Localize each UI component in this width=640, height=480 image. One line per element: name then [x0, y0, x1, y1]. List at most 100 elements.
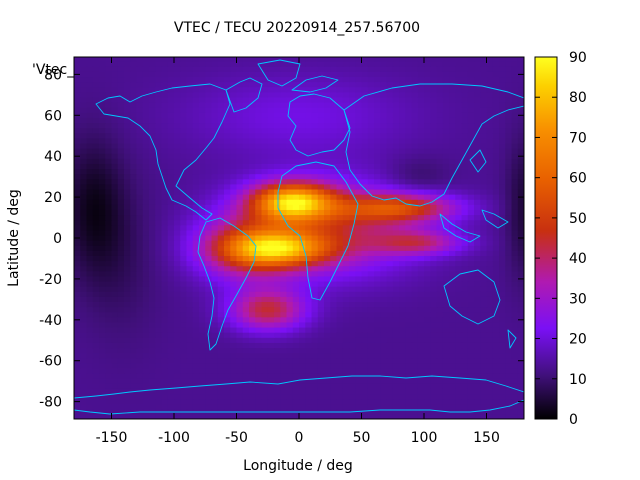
heatmap-cell	[205, 234, 213, 241]
heatmap-cell	[517, 250, 524, 256]
heatmap-cell	[317, 362, 325, 369]
heatmap-cell	[192, 316, 200, 323]
heatmap-cell	[411, 306, 419, 313]
heatmap-cell	[224, 173, 231, 180]
heatmap-cell	[492, 398, 500, 405]
heatmap-cell	[336, 332, 344, 338]
heatmap-cell	[361, 163, 369, 170]
heatmap-cell	[380, 260, 388, 267]
heatmap-cell	[124, 137, 131, 144]
heatmap-cell	[442, 342, 450, 349]
heatmap-cell	[236, 413, 244, 419]
heatmap-cell	[330, 275, 338, 282]
heatmap-cell	[224, 194, 231, 200]
heatmap-cell	[130, 393, 138, 400]
heatmap-cell	[355, 163, 363, 170]
heatmap-cell	[217, 66, 225, 72]
heatmap-cell	[211, 66, 219, 72]
heatmap-cell	[130, 388, 138, 395]
heatmap-cell	[417, 132, 425, 139]
heatmap-cell	[367, 66, 375, 72]
heatmap-cell	[211, 337, 219, 343]
heatmap-cell	[380, 362, 388, 369]
heatmap-cell	[349, 132, 356, 139]
heatmap-cell	[374, 71, 381, 78]
heatmap-cell	[399, 383, 406, 389]
heatmap-cell	[105, 280, 113, 287]
heatmap-cell	[261, 199, 269, 205]
heatmap-cell	[99, 413, 106, 419]
heatmap-cell	[292, 250, 300, 256]
heatmap-cell	[105, 311, 113, 318]
heatmap-cell	[174, 383, 181, 389]
heatmap-cell	[149, 291, 156, 297]
heatmap-cell	[174, 148, 181, 154]
heatmap-cell	[230, 122, 238, 129]
heatmap-cell	[74, 158, 81, 164]
heatmap-cell	[199, 240, 206, 246]
heatmap-cell	[417, 260, 425, 267]
heatmap-cell	[486, 117, 494, 124]
heatmap-cell	[80, 316, 88, 323]
heatmap-cell	[142, 337, 150, 343]
heatmap-cell	[505, 362, 513, 369]
heatmap-cell	[330, 188, 338, 195]
heatmap-cell	[74, 260, 81, 267]
heatmap-cell	[367, 255, 375, 262]
heatmap-cell	[142, 137, 150, 144]
heatmap-cell	[142, 255, 150, 262]
heatmap-cell	[342, 173, 350, 180]
heatmap-cell	[99, 209, 106, 216]
heatmap-cell	[330, 342, 338, 349]
heatmap-cell	[186, 214, 194, 221]
heatmap-cell	[305, 234, 313, 241]
heatmap-cell	[386, 163, 394, 170]
heatmap-cell	[299, 403, 306, 410]
heatmap-cell	[80, 326, 88, 333]
heatmap-cell	[417, 326, 425, 333]
heatmap-cell	[517, 199, 524, 205]
heatmap-cell	[136, 61, 144, 67]
heatmap-cell	[255, 332, 263, 338]
heatmap-cell	[105, 96, 113, 103]
heatmap-cell	[186, 199, 194, 205]
heatmap-cell	[167, 96, 175, 103]
heatmap-cell	[367, 71, 375, 78]
heatmap-cell	[180, 122, 188, 129]
heatmap-cell	[317, 127, 325, 134]
heatmap-cell	[317, 96, 325, 103]
heatmap-cell	[205, 316, 213, 323]
heatmap-cell	[505, 321, 513, 328]
heatmap-cell	[261, 66, 269, 72]
heatmap-cell	[167, 286, 175, 292]
heatmap-cell	[105, 296, 113, 302]
heatmap-cell	[374, 403, 381, 410]
heatmap-cell	[305, 168, 313, 175]
heatmap-cell	[267, 158, 275, 164]
heatmap-cell	[305, 255, 313, 262]
heatmap-cell	[236, 393, 244, 400]
heatmap-cell	[167, 224, 175, 231]
heatmap-cell	[117, 240, 125, 246]
heatmap-cell	[174, 240, 181, 246]
heatmap-cell	[336, 316, 344, 323]
heatmap-cell	[455, 326, 463, 333]
heatmap-cell	[136, 173, 144, 180]
heatmap-cell	[424, 101, 431, 108]
heatmap-cell	[411, 137, 419, 144]
heatmap-cell	[330, 372, 338, 379]
heatmap-cell	[117, 398, 125, 405]
heatmap-cell	[442, 214, 450, 221]
heatmap-cell	[255, 250, 263, 256]
heatmap-cell	[449, 357, 456, 364]
heatmap-cell	[336, 142, 344, 149]
heatmap-cell	[292, 255, 300, 262]
heatmap-cell	[399, 224, 406, 231]
heatmap-cell	[317, 117, 325, 124]
heatmap-cell	[474, 229, 481, 236]
heatmap-cell	[355, 101, 363, 108]
heatmap-cell	[505, 204, 513, 210]
heatmap-cell	[111, 183, 119, 190]
heatmap-cell	[324, 275, 331, 282]
heatmap-cell	[274, 122, 281, 129]
